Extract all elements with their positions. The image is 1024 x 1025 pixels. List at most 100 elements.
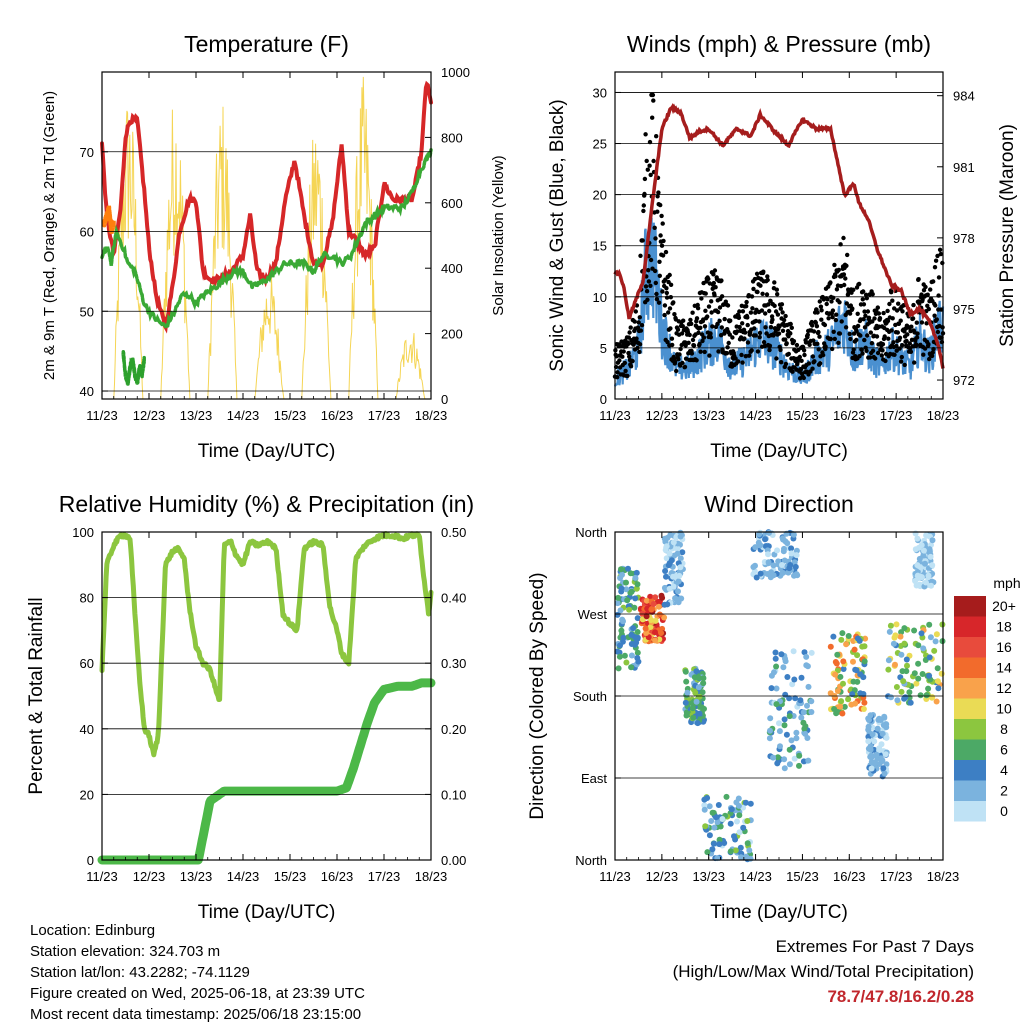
direction-point — [736, 829, 743, 836]
gust-point — [740, 360, 745, 365]
gust-point — [617, 358, 622, 363]
direction-point — [642, 625, 649, 632]
extremes-subtitle: (High/Low/Max Wind/Total Precipitation) — [672, 962, 974, 981]
gust-point — [844, 301, 849, 306]
direction-point — [885, 666, 892, 673]
direction-point — [616, 649, 623, 656]
gust-point — [671, 300, 676, 305]
gust-point — [625, 373, 630, 379]
gust-point — [905, 332, 910, 337]
gust-point — [797, 354, 802, 360]
gust-point — [909, 324, 914, 329]
gust-point — [914, 335, 920, 340]
gust-point — [780, 310, 785, 315]
gust-point — [767, 308, 772, 314]
gust-point — [658, 233, 663, 238]
gust-point — [891, 340, 896, 345]
direction-point — [752, 544, 759, 551]
direction-point — [932, 638, 939, 645]
gust-point — [757, 330, 763, 336]
gust-point — [831, 295, 836, 300]
direction-point — [839, 630, 846, 637]
gust-point — [647, 163, 652, 168]
direction-point — [771, 669, 777, 676]
direction-point — [677, 555, 684, 562]
x-axis-label: Time (Day/UTC) — [710, 902, 848, 923]
direction-point — [732, 847, 739, 854]
direction-point — [765, 559, 772, 566]
y-tick-label: 10 — [593, 290, 607, 305]
direction-point — [860, 706, 867, 712]
direction-point — [727, 848, 734, 855]
gust-point — [841, 235, 846, 241]
y-tick-label: 60 — [80, 225, 94, 240]
direction-point — [616, 653, 623, 660]
direction-point — [782, 658, 789, 665]
x-tick-label: 14/23 — [227, 869, 260, 884]
gust-point — [890, 298, 895, 303]
gust-point — [851, 287, 856, 292]
y-tick-label: 20 — [593, 188, 607, 203]
direction-point — [716, 836, 723, 843]
gust-point — [742, 336, 747, 341]
direction-point — [661, 601, 668, 608]
direction-point — [906, 689, 913, 696]
gust-point — [932, 313, 937, 318]
direction-point — [715, 802, 722, 808]
direction-point — [796, 752, 803, 759]
gust-point — [706, 304, 712, 309]
gust-point — [701, 335, 707, 340]
gust-point — [887, 301, 892, 307]
gust-point — [749, 294, 755, 299]
gust-point — [862, 325, 868, 330]
direction-point — [734, 818, 740, 825]
direction-point — [676, 572, 683, 579]
y-right-tick-label: 800 — [441, 130, 463, 145]
gust-point — [902, 362, 907, 368]
direction-point — [666, 585, 673, 592]
direction-point — [784, 674, 791, 680]
legend-label: 4 — [1000, 762, 1008, 778]
gust-point — [709, 299, 714, 304]
x-tick-label: 13/23 — [692, 869, 725, 884]
direction-point — [647, 624, 654, 630]
gust-point — [648, 257, 654, 263]
gust-point — [809, 319, 814, 325]
direction-point — [695, 674, 702, 681]
gust-point — [864, 348, 869, 353]
direction-point — [897, 633, 904, 640]
direction-point — [663, 543, 670, 550]
legend-swatch — [954, 616, 986, 637]
direction-point — [927, 553, 934, 560]
gust-point — [841, 272, 847, 277]
gust-point — [752, 276, 758, 282]
direction-point — [735, 802, 742, 809]
direction-point — [693, 668, 700, 675]
direction-point — [925, 685, 932, 692]
gust-point — [700, 338, 705, 344]
gust-point — [801, 348, 807, 353]
direction-point — [901, 640, 908, 647]
direction-point — [706, 832, 713, 839]
gust-point — [861, 317, 866, 322]
direction-point — [800, 709, 807, 716]
gust-point — [828, 336, 833, 342]
direction-point — [634, 581, 641, 588]
y-right-tick-label: 600 — [441, 196, 463, 211]
gust-point — [666, 310, 671, 315]
direction-point — [832, 671, 839, 678]
gust-point — [767, 347, 772, 353]
gust-point — [644, 289, 650, 294]
direction-point — [929, 537, 936, 544]
legend-swatch — [954, 596, 986, 617]
direction-point — [857, 671, 864, 678]
gust-point — [898, 318, 903, 323]
direction-point — [677, 533, 684, 540]
direction-point — [770, 572, 777, 579]
gust-point — [869, 341, 875, 346]
gust-point — [833, 274, 838, 279]
gust-point — [805, 332, 810, 337]
direction-point — [762, 536, 768, 543]
direction-point — [679, 549, 686, 556]
gust-point — [645, 167, 650, 172]
